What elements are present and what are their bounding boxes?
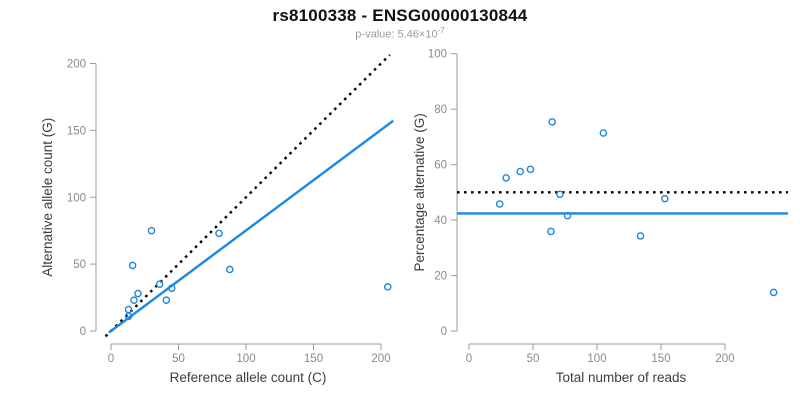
data-point (636, 232, 645, 240)
figure-title: rs8100338 - ENSG00000130844 (272, 6, 528, 25)
y-tick-label: 60 (434, 160, 447, 172)
y-tick-label: 50 (73, 259, 86, 271)
data-point (167, 284, 176, 293)
y-tick-label: 100 (67, 192, 86, 204)
data-point (547, 227, 555, 236)
data-point (215, 229, 223, 238)
x-tick-label: 0 (466, 353, 472, 365)
y-tick-label: 20 (434, 271, 447, 283)
pvalue-exponent: -7 (437, 26, 445, 35)
x-tick-label: 200 (715, 353, 734, 365)
data-point (155, 280, 164, 288)
y-tick-label: 0 (441, 326, 447, 338)
x-axis-title: Total number of reads (556, 370, 687, 385)
y-tick-label: 80 (434, 104, 447, 116)
y-axis-title: Percentage alternative (G) (412, 113, 427, 271)
data-point (162, 296, 171, 305)
y-tick-label: 0 (80, 326, 86, 338)
data-point (147, 226, 156, 235)
y-axis-title: Alternative allele count (G) (40, 118, 55, 277)
data-point (124, 305, 133, 314)
data-point (556, 190, 564, 199)
y-tick-label: 100 (428, 49, 447, 61)
data-point (502, 174, 510, 182)
data-point (516, 167, 525, 176)
x-tick-label: 150 (304, 353, 323, 365)
data-point (563, 211, 572, 220)
data-point (526, 165, 535, 174)
data-point (134, 289, 142, 298)
data-point (599, 129, 608, 137)
y-tick-label: 40 (434, 215, 447, 227)
data-point (769, 288, 778, 297)
y-tick-label: 150 (67, 125, 86, 137)
x-tick-label: 50 (172, 353, 185, 365)
x-tick-label: 200 (371, 353, 390, 365)
x-tick-label: 50 (527, 353, 540, 365)
data-point (130, 296, 138, 305)
x-tick-label: 100 (236, 353, 255, 365)
pvalue-text: p-value: 5.46×10 (355, 28, 438, 41)
figure-subtitle: p-value: 5.46×10-7 (0, 26, 800, 41)
data-point (383, 283, 392, 291)
x-tick-label: 100 (587, 353, 606, 365)
data-point (128, 261, 137, 270)
x-tick-label: 150 (651, 353, 670, 365)
y-tick-label: 200 (67, 59, 86, 71)
data-point (225, 265, 234, 274)
data-point (661, 194, 669, 203)
identity-line (104, 53, 391, 338)
x-axis-title: Reference allele count (C) (170, 370, 327, 385)
data-point (495, 200, 504, 208)
x-tick-label: 0 (108, 353, 114, 365)
fit-line (108, 119, 394, 334)
data-point (548, 118, 557, 126)
